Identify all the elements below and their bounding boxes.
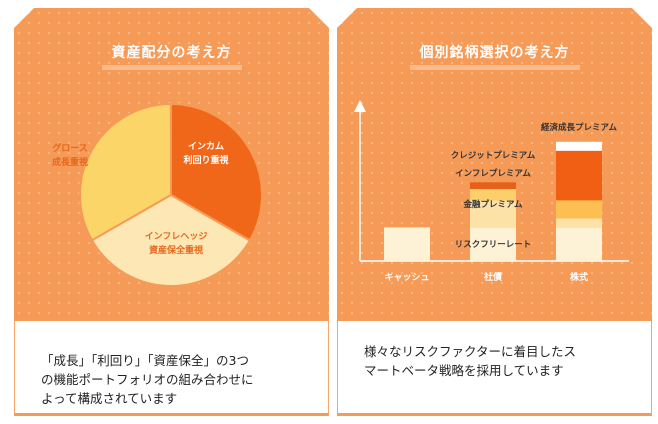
bar-stock-segment-2 [556, 200, 602, 219]
pie-slice-income [170, 102, 263, 242]
stock-selection-title: 個別銘柄選択の考え方 [409, 40, 580, 70]
x-label-bond: 社債 [483, 271, 502, 283]
asset-allocation-title: 資産配分の考え方 [101, 40, 242, 70]
label-risk-free-rate: リスクフリーレート [455, 239, 532, 250]
asset-allocation-panel: 資産配分の考え方 グロース 成長重視 インカム 利回り重視 インフレヘッジ 資産… [13, 7, 330, 321]
hedge-label-line1: インフレヘッジ [145, 231, 208, 242]
bar-stock-segment-0 [556, 227, 602, 262]
allocation-pie-chart: グロース 成長重視 インカム 利回り重視 インフレヘッジ 資産保全重視 [52, 102, 263, 287]
label-financial-premium: 金融プレミアム [463, 199, 523, 210]
stock-selection-description-box: 様々なリスクファクターに着目したス マートベータ戦略を採用しています [337, 321, 652, 416]
bar-stock-segment-4 [556, 141, 602, 151]
asset-allocation-desc-line3: よって構成されています [41, 391, 178, 406]
asset-allocation-title-wrap: 資産配分の考え方 [14, 40, 329, 70]
growth-label-line2: 成長重視 [52, 156, 88, 168]
bar-bond-segment-3 [470, 182, 516, 190]
factor-bar-chart: キャッシュ 社債 株式 リスクフリーレート 金融プレミアム インフレプレミアム … [354, 100, 629, 283]
bar-stock-segment-1 [556, 218, 602, 228]
asset-allocation-desc-line1: 「成長」「利回り」「資産保全」の3つ [41, 353, 249, 368]
bar-bond-segment-1 [470, 200, 516, 228]
stock-selection-title-wrap: 個別銘柄選択の考え方 [337, 40, 652, 70]
income-label-line2: 利回り重視 [182, 154, 228, 166]
x-label-stock: 株式 [570, 271, 588, 283]
stock-selection-panel: 個別銘柄選択の考え方 キャッシュ 社債 株式 リスクフリーレート 金融プレミアム… [336, 7, 653, 321]
pie-slice-growth [79, 102, 173, 242]
stock-selection-desc-line2: マートベータ戦略を採用しています [364, 363, 564, 378]
bar-cash-segment-0 [384, 227, 430, 262]
bar-bond-segment-0 [470, 227, 516, 262]
label-credit-premium: クレジットプレミアム [451, 150, 536, 161]
stock-selection-desc-line1: 様々なリスクファクターに着目したス [364, 344, 577, 359]
bar-bond-segment-2 [470, 189, 516, 201]
asset-allocation-card: 資産配分の考え方 グロース 成長重視 インカム 利回り重視 インフレヘッジ 資産… [13, 7, 330, 416]
stock-selection-description: 様々なリスクファクターに着目したス マートベータ戦略を採用しています [364, 342, 576, 380]
hedge-label-line2: 資産保全重視 [149, 244, 203, 256]
label-economic-growth-premium: 経済成長プレミアム [541, 122, 617, 133]
income-label-line1: インカム [188, 141, 224, 152]
asset-allocation-desc-line2: の機能ポートフォリオの組み合わせに [41, 372, 254, 387]
asset-allocation-description-box: 「成長」「利回り」「資産保全」の3つ の機能ポートフォリオの組み合わせに よって… [14, 321, 329, 416]
asset-allocation-description: 「成長」「利回り」「資産保全」の3つ の機能ポートフォリオの組み合わせに よって… [41, 351, 254, 408]
label-inflation-premium: インフレプレミアム [455, 168, 531, 179]
bar-stock-segment-3 [556, 150, 602, 201]
stock-selection-card: 個別銘柄選択の考え方 キャッシュ 社債 株式 リスクフリーレート 金融プレミアム… [336, 7, 653, 416]
pie-slice-hedge [90, 193, 252, 287]
growth-label-line1: グロース [52, 142, 88, 154]
x-label-cash: キャッシュ [384, 272, 429, 283]
